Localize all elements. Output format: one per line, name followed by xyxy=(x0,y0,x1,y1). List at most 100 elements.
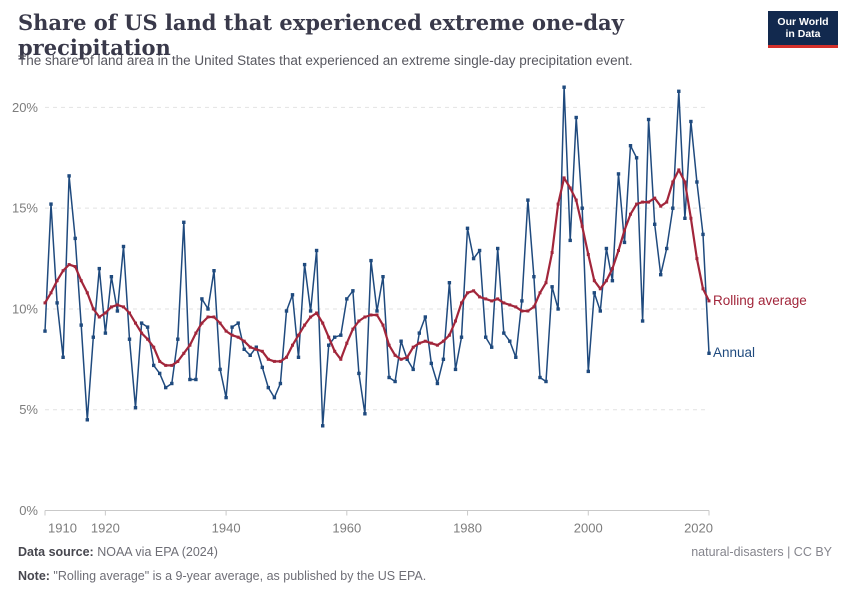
data-point xyxy=(544,379,548,384)
data-point xyxy=(369,258,373,263)
x-tick-label: 1920 xyxy=(91,521,120,536)
data-point xyxy=(707,299,711,303)
data-point xyxy=(260,349,264,353)
data-point xyxy=(158,371,162,376)
data-point xyxy=(79,279,83,283)
data-point xyxy=(97,315,101,319)
data-point xyxy=(73,236,77,241)
data-point xyxy=(242,347,246,351)
data-point xyxy=(435,381,440,386)
data-point xyxy=(707,351,711,355)
data-point xyxy=(55,301,59,305)
data-point xyxy=(351,289,355,293)
data-point xyxy=(381,323,385,327)
data-point xyxy=(194,377,198,382)
data-point xyxy=(423,339,427,343)
data-point xyxy=(91,335,95,339)
x-tick-label: 1980 xyxy=(453,521,482,536)
data-point xyxy=(61,355,65,359)
legend-label-annual: Annual xyxy=(713,345,756,361)
data-point xyxy=(61,269,65,273)
data-point xyxy=(550,285,554,289)
chart-subtitle: The share of land area in the United Sta… xyxy=(18,53,633,68)
data-point xyxy=(139,321,144,325)
data-point xyxy=(278,381,283,386)
license-text: natural-disasters | CC BY xyxy=(691,545,832,559)
data-point xyxy=(224,329,228,333)
data-point xyxy=(538,375,542,380)
data-point xyxy=(592,291,596,295)
data-point xyxy=(617,249,620,252)
data-point xyxy=(701,287,705,291)
data-point xyxy=(188,343,192,347)
data-point xyxy=(623,228,626,232)
data-point xyxy=(134,321,137,325)
data-point xyxy=(152,345,156,349)
data-point xyxy=(266,385,270,390)
data-point xyxy=(477,248,482,253)
data-point xyxy=(574,115,578,120)
data-point xyxy=(399,339,403,343)
data-point xyxy=(345,297,349,301)
data-point xyxy=(43,329,47,333)
data-point xyxy=(314,248,319,253)
data-point xyxy=(393,379,397,384)
y-tick-label: 5% xyxy=(19,402,38,417)
data-point xyxy=(146,337,150,341)
data-point xyxy=(152,363,156,368)
data-point xyxy=(671,180,675,184)
data-point xyxy=(158,359,162,363)
data-point xyxy=(411,345,415,349)
data-point xyxy=(580,224,584,228)
data-point xyxy=(182,220,186,224)
note-line: Note: "Rolling average" is a 9-year aver… xyxy=(18,569,426,583)
data-point xyxy=(85,291,89,295)
data-source-line: Data source: NOAA via EPA (2024) xyxy=(18,545,218,559)
data-point xyxy=(526,198,530,202)
data-point xyxy=(176,359,180,363)
data-point xyxy=(701,232,705,237)
data-point xyxy=(484,297,488,301)
data-point xyxy=(170,381,174,386)
data-point xyxy=(616,172,621,176)
data-point xyxy=(260,365,264,370)
data-point xyxy=(447,281,452,285)
data-point xyxy=(266,357,270,361)
data-point xyxy=(357,371,361,376)
data-point xyxy=(653,196,657,200)
data-point xyxy=(303,323,307,327)
data-point xyxy=(550,251,554,254)
data-point xyxy=(508,303,512,307)
data-point xyxy=(351,327,355,331)
data-point xyxy=(562,176,566,180)
x-tick-label: 1960 xyxy=(332,521,361,536)
data-point xyxy=(302,262,307,267)
data-point xyxy=(333,349,337,353)
data-point xyxy=(580,206,584,210)
data-point xyxy=(333,335,337,339)
data-point xyxy=(689,119,693,124)
data-point xyxy=(592,279,596,283)
data-point xyxy=(212,315,216,319)
data-point xyxy=(538,291,542,295)
data-point xyxy=(127,337,132,341)
data-point xyxy=(393,353,397,357)
data-point xyxy=(683,216,687,220)
data-point xyxy=(309,315,313,319)
data-point xyxy=(502,301,506,305)
page-title: Share of US land that experienced extrem… xyxy=(18,10,624,60)
data-point xyxy=(308,309,313,313)
data-point xyxy=(339,333,343,337)
data-point xyxy=(272,359,276,363)
owid-logo: Our World in Data xyxy=(768,11,838,48)
data-point xyxy=(109,305,113,309)
data-point xyxy=(115,309,120,313)
data-point xyxy=(133,406,138,410)
data-point xyxy=(634,156,639,160)
data-point xyxy=(604,246,609,251)
data-point xyxy=(194,331,198,335)
data-point xyxy=(459,335,464,339)
data-point xyxy=(284,309,289,313)
data-point xyxy=(574,198,578,202)
